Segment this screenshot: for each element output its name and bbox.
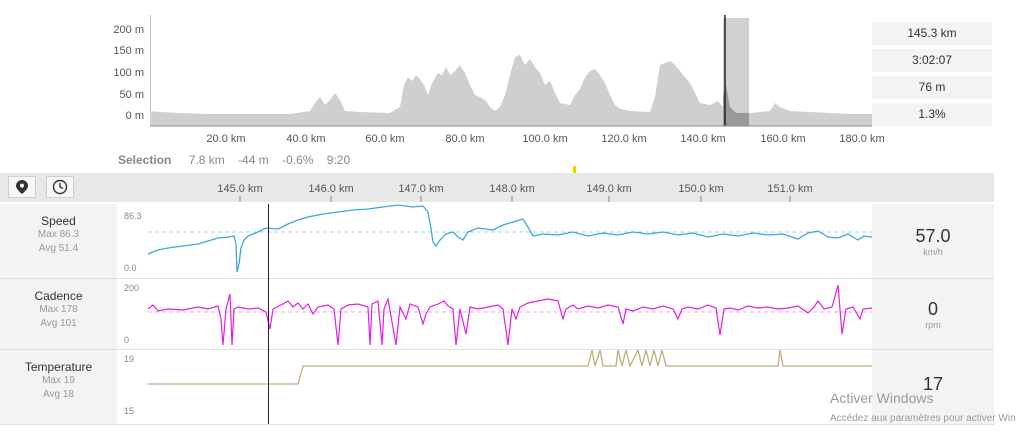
detail-tick: 149.0 km: [586, 183, 632, 195]
elev-tick: 150 m: [113, 45, 144, 57]
speed-line: [148, 204, 872, 273]
selection-label: Selection: [118, 153, 172, 167]
summary-distance: 145.3 km: [872, 22, 992, 45]
cadence-line: [148, 284, 872, 346]
temperature-name: Temperature: [24, 360, 93, 374]
detail-tick: 151.0 km: [767, 183, 813, 195]
dist-tick: 100.0 km: [522, 133, 568, 145]
detail-tick: 150.0 km: [678, 183, 724, 195]
detail-tick: 145.0 km: [217, 183, 263, 195]
scroll-marker[interactable]: [573, 166, 576, 173]
temperature-value: 17: [922, 374, 944, 394]
detail-tick-marks: [239, 196, 791, 202]
speed-value: 57.0: [915, 226, 951, 246]
activation-watermark-subtitle: Accédez aux paramètres pour activer Win: [830, 413, 1016, 424]
detail-toolbar: [0, 173, 994, 202]
speed-unit: km/h: [923, 247, 943, 257]
temperature-max: Max 19: [42, 375, 75, 386]
elev-tick: 0 m: [125, 110, 144, 122]
temperature-avg: Avg 18: [43, 389, 74, 400]
cadence-value-panel: 0 rpm: [872, 279, 994, 349]
cadence-axis-top: 200: [124, 283, 140, 293]
summary-grade: 1.3%: [872, 103, 992, 126]
dist-tick: 20.0 km: [206, 133, 246, 145]
elev-tick: 200 m: [113, 24, 144, 36]
map-pin-icon: [16, 180, 28, 194]
cadence-avg: Avg 101: [40, 318, 77, 329]
temperature-label-panel: Temperature Max 19 Avg 18: [0, 350, 117, 424]
detail-tick: 148.0 km: [489, 183, 535, 195]
cadence-label-panel: Cadence Max 178 Avg 101: [0, 279, 117, 349]
dist-tick: 60.0 km: [365, 133, 405, 145]
speed-axis-bottom: 0.0: [124, 263, 137, 273]
dist-tick: 80.0 km: [445, 133, 485, 145]
elevation-overview[interactable]: 200 m 150 m 100 m 50 m 0 m 20.0 km 40.0 …: [0, 0, 885, 150]
selection-distance: 7.8 km: [188, 153, 225, 167]
speed-avg: Avg 51.4: [38, 243, 79, 254]
speed-max: Max 86.3: [37, 229, 80, 240]
dist-tick: 140.0 km: [680, 133, 726, 145]
clock-icon: [52, 179, 68, 195]
speed-chart[interactable]: [148, 204, 872, 278]
row-divider: [0, 349, 994, 350]
cadence-max: Max 178: [39, 304, 78, 315]
temperature-chart[interactable]: [148, 350, 872, 424]
cadence-value: 0: [927, 299, 938, 319]
detail-tick: 146.0 km: [308, 183, 354, 195]
row-divider: [0, 424, 994, 425]
distance-mode-button[interactable]: [8, 176, 36, 198]
cadence-unit: rpm: [925, 320, 941, 330]
summary-time: 3:02:07: [872, 49, 992, 72]
elev-tick: 50 m: [119, 89, 144, 101]
elevation-chart[interactable]: [150, 15, 872, 130]
temperature-line: [148, 350, 872, 385]
speed-name: Speed: [41, 214, 76, 228]
selection-summary: Selection 7.8 km -44 m -0.6% 9:20: [118, 153, 350, 167]
selection-time: 9:20: [326, 153, 351, 167]
time-mode-button[interactable]: [46, 176, 74, 198]
dist-tick: 180.0 km: [839, 133, 885, 145]
elev-tick: 100 m: [113, 67, 144, 79]
speed-value-panel: 57.0 km/h: [872, 204, 994, 278]
cadence-name: Cadence: [34, 289, 83, 303]
detail-cursor-line[interactable]: [268, 204, 269, 424]
speed-label-panel: Speed Max 86.3 Avg 51.4: [0, 204, 117, 278]
selection-grade: -0.6%: [282, 153, 314, 167]
temperature-axis-top: 19: [124, 354, 135, 364]
summary-elevation: 76 m: [872, 76, 992, 99]
dist-tick: 160.0 km: [760, 133, 806, 145]
cadence-axis-bottom: 0: [124, 335, 130, 345]
temperature-value-panel: 17: [872, 350, 994, 424]
selection-elevation: -44 m: [238, 153, 269, 167]
detail-tick: 147.0 km: [398, 183, 444, 195]
temperature-axis-bottom: 15: [124, 406, 135, 416]
dist-tick: 40.0 km: [286, 133, 326, 145]
row-divider: [0, 278, 994, 279]
activation-watermark-title: Activer Windows: [830, 390, 934, 406]
speed-axis-top: 86.3: [124, 211, 142, 221]
elevation-area: [150, 55, 872, 126]
cadence-chart[interactable]: [148, 279, 872, 349]
dist-tick: 120.0 km: [601, 133, 647, 145]
